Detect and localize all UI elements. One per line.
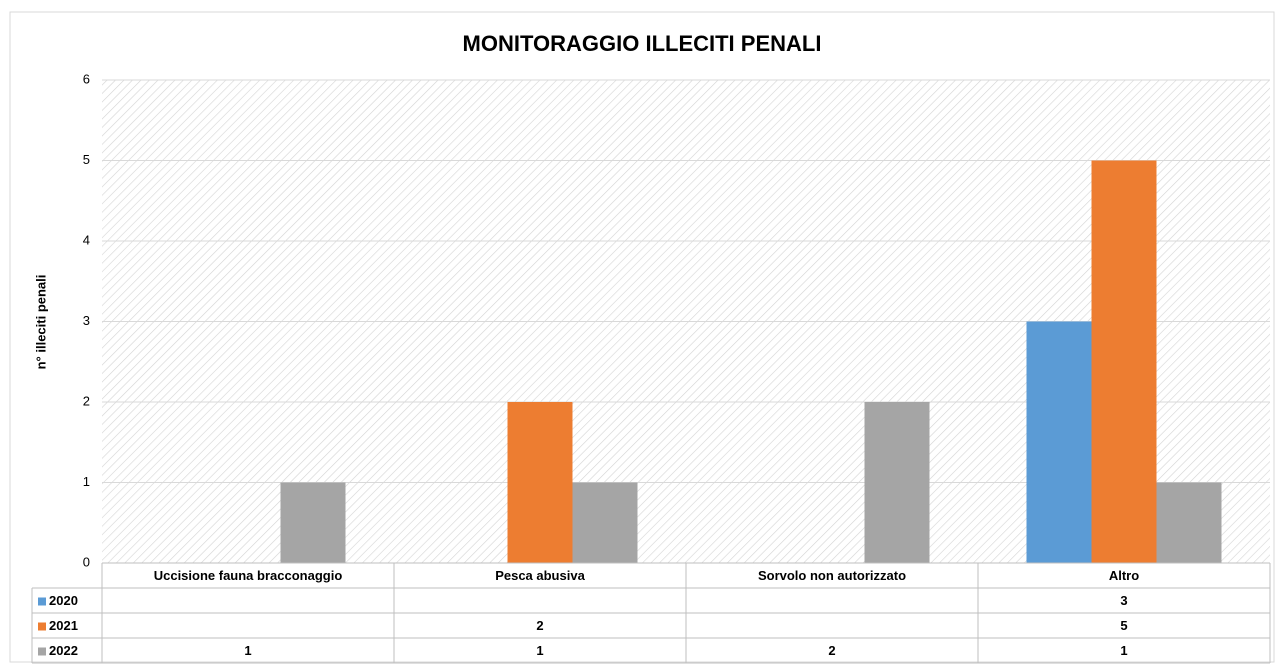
- bar: [1091, 160, 1157, 563]
- table-header: Pesca abusiva: [495, 568, 585, 583]
- table-value: 5: [1120, 618, 1127, 633]
- bar: [572, 482, 638, 563]
- y-tick-label: 4: [83, 232, 90, 247]
- y-tick-label: 3: [83, 313, 90, 328]
- legend-key: [38, 622, 46, 631]
- table-value: 3: [1120, 593, 1127, 608]
- table-value: 1: [244, 643, 251, 658]
- chart-title: MONITORAGGIO ILLECITI PENALI: [463, 31, 822, 56]
- legend-key: [38, 647, 46, 656]
- y-tick-label: 2: [83, 393, 90, 408]
- bar: [1026, 321, 1092, 563]
- y-axis-label: n° illeciti penali: [33, 275, 48, 370]
- legend-label: 2022: [49, 643, 78, 658]
- bar: [1156, 482, 1222, 563]
- table-value: 2: [536, 618, 543, 633]
- bar: [864, 402, 930, 563]
- table-header: Sorvolo non autorizzato: [758, 568, 906, 583]
- table-header: Altro: [1109, 568, 1139, 583]
- y-tick-label: 5: [83, 152, 90, 167]
- bar: [507, 402, 573, 563]
- y-tick-label: 1: [83, 474, 90, 489]
- legend-key: [38, 597, 46, 606]
- table-value: 1: [536, 643, 543, 658]
- legend-label: 2021: [49, 618, 78, 633]
- y-tick-label: 0: [83, 554, 90, 569]
- table-value: 1: [1120, 643, 1127, 658]
- table-header: Uccisione fauna bracconaggio: [154, 568, 343, 583]
- table-value: 2: [828, 643, 835, 658]
- y-tick-label: 6: [83, 71, 90, 86]
- legend-label: 2020: [49, 593, 78, 608]
- bar: [280, 482, 346, 563]
